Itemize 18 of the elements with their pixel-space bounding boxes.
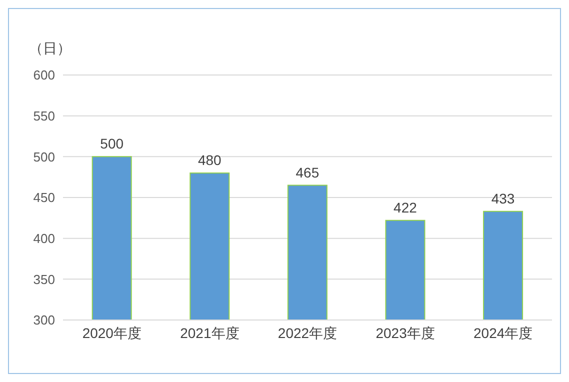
y-tick-label: 450 bbox=[33, 190, 55, 206]
x-tick-label: 2022年度 bbox=[278, 324, 338, 341]
data-label: 422 bbox=[394, 199, 418, 216]
y-tick-label: 550 bbox=[33, 108, 55, 124]
y-tick-label: 400 bbox=[33, 230, 55, 246]
x-tick-label: 2021年度 bbox=[180, 324, 240, 341]
y-tick-label: 600 bbox=[33, 68, 55, 83]
data-label: 480 bbox=[198, 152, 222, 168]
data-label: 500 bbox=[100, 136, 124, 152]
x-tick-label: 2023年度 bbox=[376, 324, 435, 341]
data-label: 465 bbox=[296, 164, 320, 180]
y-axis-title: （日） bbox=[29, 40, 71, 56]
x-tick-label: 2020年度 bbox=[82, 324, 142, 341]
y-tick-label: 300 bbox=[33, 312, 55, 328]
y-tick-label: 350 bbox=[33, 272, 55, 287]
x-tick-label: 2024年度 bbox=[474, 324, 533, 341]
y-tick-label: 500 bbox=[33, 149, 55, 164]
data-label: 433 bbox=[491, 190, 515, 206]
